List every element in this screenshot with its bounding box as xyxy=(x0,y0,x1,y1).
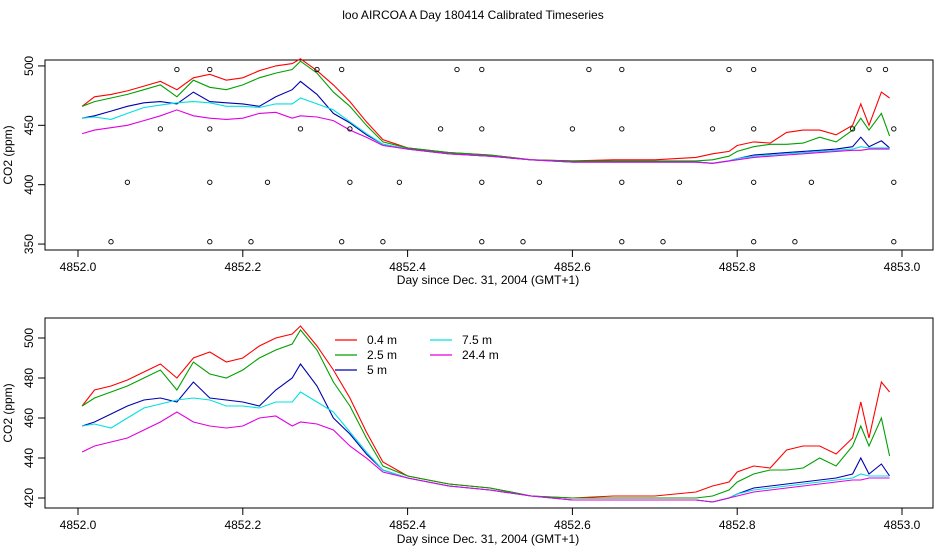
scatter-point xyxy=(479,126,485,132)
bottom-x-tick-label: 4853.0 xyxy=(884,518,921,532)
scatter-point xyxy=(726,66,732,73)
top-x-tick-label: 4852.8 xyxy=(719,260,756,274)
bottom-y-tick-label: 460 xyxy=(22,408,36,428)
top-y-axis-label: CO2 (ppm) xyxy=(1,125,15,184)
scatter-point xyxy=(751,126,757,132)
scatter-point xyxy=(124,179,131,185)
scatter-point xyxy=(380,239,386,245)
scatter-point xyxy=(891,179,897,185)
scatter-point xyxy=(396,179,403,185)
scatter-point xyxy=(207,239,213,245)
scatter-point xyxy=(660,239,666,245)
scatter-point xyxy=(891,126,897,132)
scatter-point xyxy=(751,239,757,245)
bottom-x-tick-label: 4852.2 xyxy=(224,518,261,532)
bottom-chart: 4852.0 4852.2 4852.4 4852.6 4852.8 4853.0 420 4… xyxy=(1,317,934,546)
scatter-point xyxy=(808,179,815,185)
bottom-series-line-4 xyxy=(81,411,890,503)
scatter-point xyxy=(520,239,526,245)
scatter-point xyxy=(479,239,485,245)
bottom-series-line-2 xyxy=(81,363,891,503)
scatter-point xyxy=(297,126,304,132)
scatter-point xyxy=(248,239,254,245)
scatter-point xyxy=(264,179,271,185)
scatter-point xyxy=(569,126,576,132)
bottom-y-tick-label: 420 xyxy=(22,488,36,508)
bottom-x-axis-label: Day since Dec. 31, 2004 (GMT+1) xyxy=(397,532,579,546)
scatter-point xyxy=(619,126,625,132)
scatter-point xyxy=(339,66,345,73)
scatter-point xyxy=(536,179,543,185)
scatter-point xyxy=(454,66,460,73)
top-y-tick-label: 450 xyxy=(22,115,36,135)
legend-label: 24.4 m xyxy=(462,348,499,362)
bottom-y-axis-label: CO2 (ppm) xyxy=(1,383,15,442)
bottom-plot-frame xyxy=(44,317,934,509)
scatter-point xyxy=(676,179,683,185)
top-axis-layer: 4852.0 4852.2 4852.4 4852.6 4852.8 4853.0 350 4… xyxy=(22,56,921,274)
bottom-x-tick-label: 4852.6 xyxy=(554,518,591,532)
top-series-line-1 xyxy=(81,60,891,162)
scatter-point xyxy=(891,239,897,245)
scatter-point xyxy=(108,239,114,245)
bottom-x-tick-label: 4852.0 xyxy=(60,518,97,532)
bottom-series-layer xyxy=(81,325,891,503)
top-series-line-4 xyxy=(81,109,890,164)
scatter-point xyxy=(157,126,164,132)
legend-label: 0.4 m xyxy=(367,333,397,347)
scatter-point xyxy=(751,179,757,185)
legend-label: 5 m xyxy=(367,363,387,377)
legend: 0.4 m2.5 m5 m 7.5 m24.4 m xyxy=(335,333,499,377)
top-series-layer xyxy=(81,58,891,164)
scatter-point xyxy=(207,66,213,73)
bottom-y-tick-label: 440 xyxy=(22,448,36,468)
scatter-point xyxy=(849,126,856,132)
scatter-point xyxy=(866,66,872,73)
legend-label: 7.5 m xyxy=(462,333,492,347)
scatter-point xyxy=(314,66,320,73)
top-x-tick-label: 4852.4 xyxy=(389,260,426,274)
top-scatter-layer xyxy=(108,66,897,245)
top-x-tick-label: 4852.2 xyxy=(224,260,261,274)
top-x-tick-label: 4852.6 xyxy=(554,260,591,274)
bottom-series-line-1 xyxy=(81,329,891,499)
scatter-point xyxy=(207,126,213,132)
top-chart: 4852.0 4852.2 4852.4 4852.6 4852.8 4853.0 350 4… xyxy=(1,56,934,287)
bottom-series-line-3 xyxy=(82,391,890,503)
scatter-point xyxy=(339,239,345,245)
top-x-tick-label: 4852.0 xyxy=(60,260,97,274)
scatter-point xyxy=(174,66,180,73)
scatter-point xyxy=(437,126,444,132)
top-series-line-0 xyxy=(81,58,890,162)
scatter-point xyxy=(479,66,485,73)
scatter-point xyxy=(207,179,213,185)
legend-label: 2.5 m xyxy=(367,348,397,362)
top-plot-frame xyxy=(44,59,934,251)
scatter-point xyxy=(347,179,353,185)
bottom-y-tick-label: 480 xyxy=(22,368,36,388)
scatter-point xyxy=(619,239,625,245)
scatter-point xyxy=(792,239,798,245)
scatter-point xyxy=(586,66,592,73)
top-x-tick-label: 4853.0 xyxy=(884,260,921,274)
scatter-point xyxy=(347,126,353,132)
bottom-y-tick-label: 500 xyxy=(22,328,36,348)
top-series-line-2 xyxy=(81,80,890,164)
top-y-tick-label: 500 xyxy=(22,56,36,76)
bottom-axis-layer: 4852.0 4852.2 4852.4 4852.6 4852.8 4853.0 420 4… xyxy=(22,328,921,532)
bottom-x-tick-label: 4852.8 xyxy=(719,518,756,532)
scatter-point xyxy=(882,66,889,73)
scatter-point xyxy=(619,179,625,185)
bottom-x-tick-label: 4852.4 xyxy=(389,518,426,532)
top-y-tick-label: 350 xyxy=(22,234,36,254)
scatter-point xyxy=(619,66,625,73)
top-y-tick-label: 400 xyxy=(22,174,36,194)
top-x-axis-label: Day since Dec. 31, 2004 (GMT+1) xyxy=(397,273,579,287)
chart-title: loo AIRCOA A Day 180414 Calibrated Times… xyxy=(342,8,603,22)
scatter-point xyxy=(709,126,716,132)
scatter-point xyxy=(751,66,757,73)
scatter-point xyxy=(479,179,485,185)
